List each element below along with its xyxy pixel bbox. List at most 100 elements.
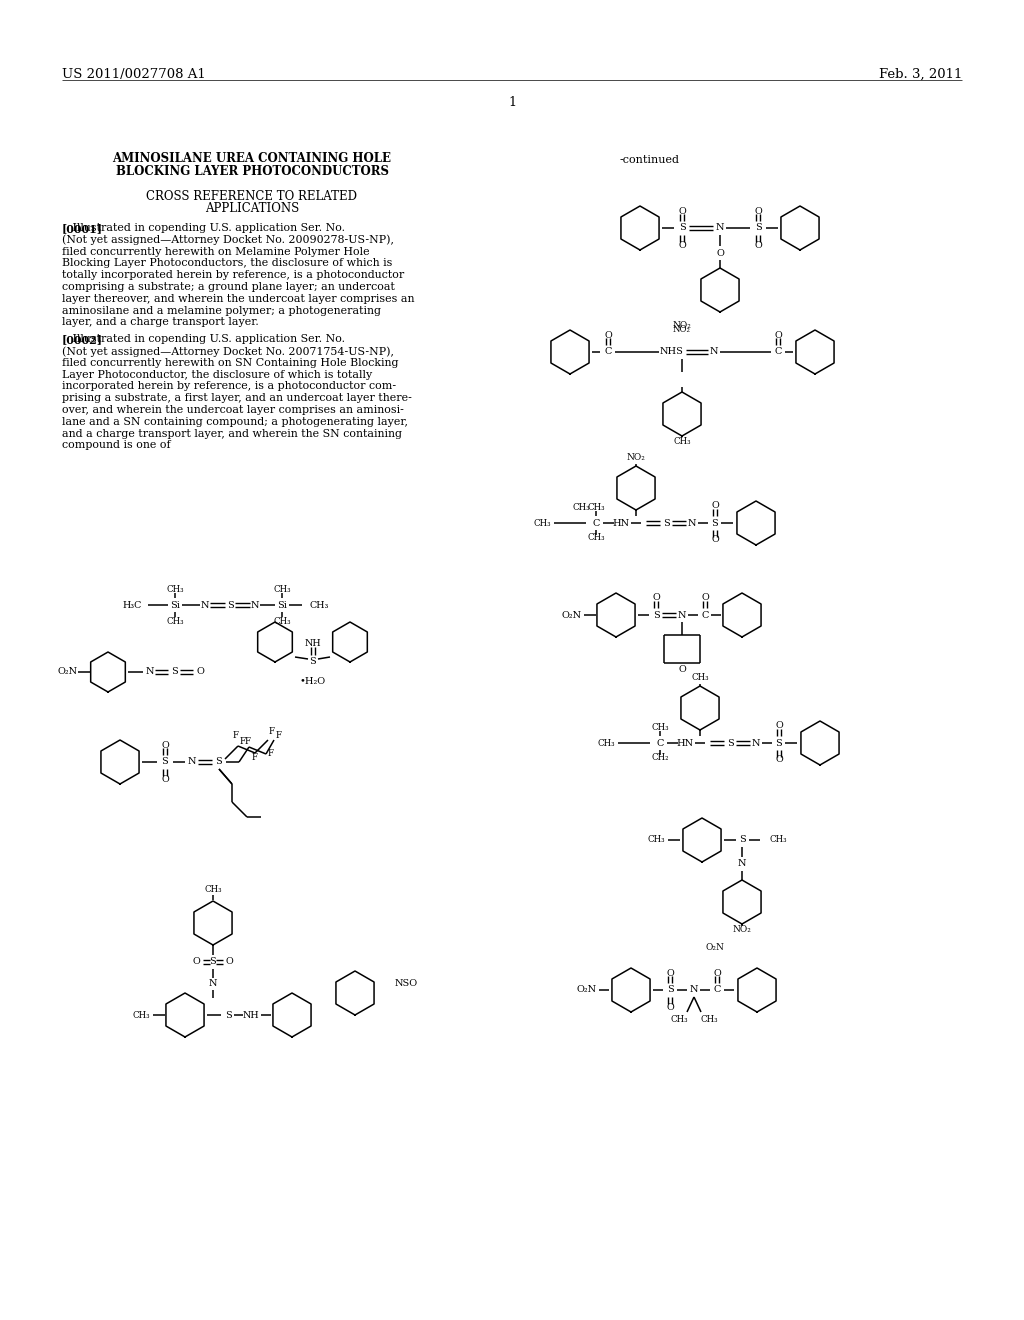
Text: N: N bbox=[251, 601, 259, 610]
Text: S: S bbox=[663, 519, 670, 528]
Text: H₃C: H₃C bbox=[123, 601, 142, 610]
Text: HN: HN bbox=[677, 738, 693, 747]
Text: O: O bbox=[711, 536, 719, 544]
Text: Si: Si bbox=[170, 601, 180, 610]
Text: N: N bbox=[145, 668, 155, 676]
Text: N: N bbox=[737, 859, 746, 869]
Text: (Not yet assigned—Attorney Docket No. 20071754-US-NP),: (Not yet assigned—Attorney Docket No. 20… bbox=[62, 346, 394, 356]
Text: S: S bbox=[679, 223, 685, 232]
Text: O: O bbox=[754, 240, 762, 249]
Text: O: O bbox=[701, 594, 709, 602]
Text: lane and a SN containing compound; a photogenerating layer,: lane and a SN containing compound; a pho… bbox=[62, 417, 408, 426]
Text: S: S bbox=[712, 519, 719, 528]
Text: O₂N: O₂N bbox=[562, 610, 582, 619]
Text: S: S bbox=[727, 738, 733, 747]
Text: S: S bbox=[210, 957, 216, 966]
Text: CH₃: CH₃ bbox=[310, 601, 330, 610]
Text: US 2011/0027708 A1: US 2011/0027708 A1 bbox=[62, 69, 206, 81]
Text: CH₂: CH₂ bbox=[651, 754, 669, 763]
Text: N: N bbox=[752, 738, 760, 747]
Text: F: F bbox=[245, 738, 251, 747]
Text: NHS: NHS bbox=[660, 347, 684, 356]
Text: C: C bbox=[774, 347, 781, 356]
Text: CH₃: CH₃ bbox=[166, 585, 184, 594]
Text: NO₂: NO₂ bbox=[627, 454, 645, 462]
Text: S: S bbox=[775, 738, 782, 747]
Text: O: O bbox=[775, 755, 783, 764]
Text: CH₃: CH₃ bbox=[587, 533, 605, 543]
Text: CH₃: CH₃ bbox=[273, 616, 291, 626]
Text: F: F bbox=[233, 731, 239, 741]
Text: CH₃: CH₃ bbox=[647, 836, 665, 845]
Text: Feb. 3, 2011: Feb. 3, 2011 bbox=[879, 69, 962, 81]
Text: Si: Si bbox=[278, 601, 287, 610]
Text: O: O bbox=[775, 722, 783, 730]
Text: Illustrated in copending U.S. application Ser. No.: Illustrated in copending U.S. applicatio… bbox=[62, 334, 345, 345]
Text: O: O bbox=[678, 240, 686, 249]
Text: Blocking Layer Photoconductors, the disclosure of which is: Blocking Layer Photoconductors, the disc… bbox=[62, 259, 392, 268]
Text: O: O bbox=[678, 665, 686, 675]
Text: O: O bbox=[678, 206, 686, 215]
Text: NH: NH bbox=[305, 639, 322, 648]
Text: N: N bbox=[690, 986, 698, 994]
Text: C: C bbox=[592, 519, 600, 528]
Text: S: S bbox=[226, 601, 233, 610]
Text: N: N bbox=[716, 223, 724, 232]
Text: F: F bbox=[240, 738, 246, 747]
Text: S: S bbox=[652, 610, 659, 619]
Text: CH₃: CH₃ bbox=[273, 585, 291, 594]
Text: HN: HN bbox=[612, 519, 630, 528]
Text: CROSS REFERENCE TO RELATED: CROSS REFERENCE TO RELATED bbox=[146, 190, 357, 203]
Text: N: N bbox=[187, 758, 197, 767]
Text: F: F bbox=[269, 727, 275, 737]
Text: S: S bbox=[224, 1011, 231, 1019]
Text: CH₃: CH₃ bbox=[700, 1015, 718, 1023]
Text: layer thereover, and wherein the undercoat layer comprises an: layer thereover, and wherein the underco… bbox=[62, 294, 415, 304]
Text: O: O bbox=[716, 248, 724, 257]
Text: S: S bbox=[162, 758, 168, 767]
Text: S: S bbox=[172, 668, 178, 676]
Text: S: S bbox=[738, 836, 745, 845]
Text: compound is one of: compound is one of bbox=[62, 441, 171, 450]
Text: O: O bbox=[667, 1002, 674, 1011]
Text: filed concurrently herewith on SN Containing Hole Blocking: filed concurrently herewith on SN Contai… bbox=[62, 358, 398, 368]
Text: F: F bbox=[268, 750, 274, 759]
Text: CH₃: CH₃ bbox=[769, 836, 786, 845]
Text: -continued: -continued bbox=[620, 154, 680, 165]
Text: F: F bbox=[252, 752, 258, 762]
Text: O: O bbox=[713, 969, 721, 978]
Text: 1: 1 bbox=[508, 96, 516, 110]
Text: Illustrated in copending U.S. application Ser. No.: Illustrated in copending U.S. applicatio… bbox=[62, 223, 345, 234]
Text: C: C bbox=[701, 610, 709, 619]
Text: S: S bbox=[755, 223, 762, 232]
Text: layer, and a charge transport layer.: layer, and a charge transport layer. bbox=[62, 317, 259, 327]
Text: aminosilane and a melamine polymer; a photogenerating: aminosilane and a melamine polymer; a ph… bbox=[62, 306, 381, 315]
Text: NH: NH bbox=[243, 1011, 259, 1019]
Text: N: N bbox=[209, 978, 217, 987]
Text: APPLICATIONS: APPLICATIONS bbox=[205, 202, 299, 215]
Text: CH₃: CH₃ bbox=[132, 1011, 150, 1019]
Text: CH₃: CH₃ bbox=[670, 1015, 688, 1023]
Text: NSO: NSO bbox=[395, 978, 418, 987]
Text: O: O bbox=[711, 502, 719, 511]
Text: O₂N: O₂N bbox=[577, 986, 597, 994]
Text: O: O bbox=[604, 330, 612, 339]
Text: totally incorporated herein by reference, is a photoconductor: totally incorporated herein by reference… bbox=[62, 271, 404, 280]
Text: AMINOSILANE UREA CONTAINING HOLE: AMINOSILANE UREA CONTAINING HOLE bbox=[113, 152, 391, 165]
Text: CH₃: CH₃ bbox=[534, 519, 551, 528]
Text: comprising a substrate; a ground plane layer; an undercoat: comprising a substrate; a ground plane l… bbox=[62, 282, 395, 292]
Text: filed concurrently herewith on Melamine Polymer Hole: filed concurrently herewith on Melamine … bbox=[62, 247, 370, 256]
Text: NO₂: NO₂ bbox=[673, 321, 691, 330]
Text: CH₃: CH₃ bbox=[597, 738, 615, 747]
Text: CH₃: CH₃ bbox=[587, 503, 605, 512]
Text: incorporated herein by reference, is a photoconductor com-: incorporated herein by reference, is a p… bbox=[62, 381, 396, 392]
Text: O₂N: O₂N bbox=[58, 668, 78, 676]
Text: C: C bbox=[656, 738, 664, 747]
Text: N: N bbox=[688, 519, 696, 528]
Text: S: S bbox=[216, 758, 222, 767]
Text: O₂N: O₂N bbox=[706, 944, 724, 953]
Text: N: N bbox=[678, 610, 686, 619]
Text: O: O bbox=[161, 741, 169, 750]
Text: CH₃: CH₃ bbox=[166, 616, 184, 626]
Text: O: O bbox=[774, 330, 782, 339]
